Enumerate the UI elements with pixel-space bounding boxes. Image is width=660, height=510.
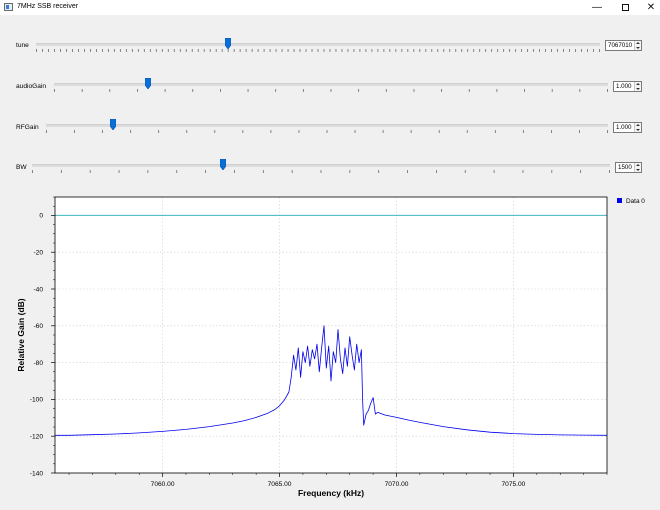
minimize-button[interactable]: — <box>584 0 610 15</box>
bw-value: 1500 <box>618 164 632 171</box>
plot-background <box>55 197 607 473</box>
x-tick-label: 7065.00 <box>268 481 292 488</box>
rfgain-slider-handle[interactable] <box>110 119 117 130</box>
tune-spin-arrows-icon[interactable] <box>634 41 641 50</box>
y-tick-label: 0 <box>39 213 43 220</box>
tune-label: tune <box>16 42 29 49</box>
tune-spinbox[interactable]: 7067010 <box>605 40 642 51</box>
grid-lines <box>55 197 607 474</box>
tune-slider-track[interactable] <box>36 43 600 46</box>
close-icon: ✕ <box>646 2 656 13</box>
spectrum-chart: 0 -20 -40 -60 -80 -100 -120 -140 7060.00 7065.00… <box>16 196 645 498</box>
tune-slider-ticks <box>36 49 600 53</box>
legend-swatch <box>617 198 622 203</box>
legend-label: Data 0 <box>626 198 645 205</box>
audiogain-slider-ticks <box>54 89 608 93</box>
title-bar: 7MHz SSB receiver — ✕ <box>0 0 660 15</box>
minimize-icon: — <box>592 2 602 13</box>
maximize-button[interactable] <box>612 0 638 15</box>
bw-slider-track[interactable] <box>32 164 610 167</box>
x-tick-label: 7060.00 <box>151 481 175 488</box>
bw-spinbox[interactable]: 1500 <box>615 162 642 173</box>
close-button[interactable]: ✕ <box>638 0 660 15</box>
audiogain-spin-arrows-icon[interactable] <box>634 82 641 91</box>
rfgain-slider-track[interactable] <box>46 124 608 127</box>
series-group <box>55 325 608 436</box>
y-tick-label: -60 <box>33 323 43 330</box>
bw-spin-arrows-icon[interactable] <box>634 163 641 172</box>
y-tick-label: -20 <box>33 250 43 257</box>
audiogain-value: 1.000 <box>616 83 632 90</box>
bw-slider-ticks <box>32 170 610 174</box>
maximize-icon <box>621 4 629 11</box>
y-tick-label: -80 <box>33 360 43 367</box>
audiogain-spinbox[interactable]: 1.000 <box>613 81 642 92</box>
x-tick-label: 7075.00 <box>502 481 526 488</box>
app-icon <box>4 3 13 11</box>
audiogain-label: audioGain <box>16 83 47 90</box>
tune-value: 7067010 <box>608 42 633 49</box>
audiogain-slider-track[interactable] <box>54 83 608 86</box>
rfgain-label: RFGain <box>16 124 39 131</box>
tune-slider-handle[interactable] <box>224 38 231 49</box>
x-tick-label: 7070.00 <box>385 481 409 488</box>
series-line-data-0 <box>55 325 608 436</box>
y-tick-label: -40 <box>33 286 43 293</box>
audiogain-slider-handle[interactable] <box>145 78 152 89</box>
bw-label: BW <box>16 164 27 171</box>
x-axis: 7060.00 7065.00 7070.00 7075.00 <box>68 473 608 488</box>
x-axis-label: Frequency (kHz) <box>298 488 364 498</box>
y-tick-label: -140 <box>30 470 44 477</box>
bw-slider-handle[interactable] <box>219 159 226 170</box>
y-axis-label: Relative Gain (dB) <box>16 298 26 371</box>
rfgain-slider-ticks <box>46 130 608 134</box>
legend[interactable]: Data 0 <box>617 198 645 205</box>
rfgain-value: 1.000 <box>616 124 632 131</box>
rfgain-spin-arrows-icon[interactable] <box>634 123 641 132</box>
y-tick-label: -100 <box>30 397 44 404</box>
rfgain-spinbox[interactable]: 1.000 <box>613 122 642 133</box>
window-title: 7MHz SSB receiver <box>17 3 79 10</box>
y-axis: 0 -20 -40 -60 -80 -100 -120 -140 <box>30 196 55 477</box>
y-tick-label: -120 <box>30 434 44 441</box>
spectrum-plot: 0 -20 -40 -60 -80 -100 -120 -140 7060.00 7065.00… <box>0 190 660 510</box>
